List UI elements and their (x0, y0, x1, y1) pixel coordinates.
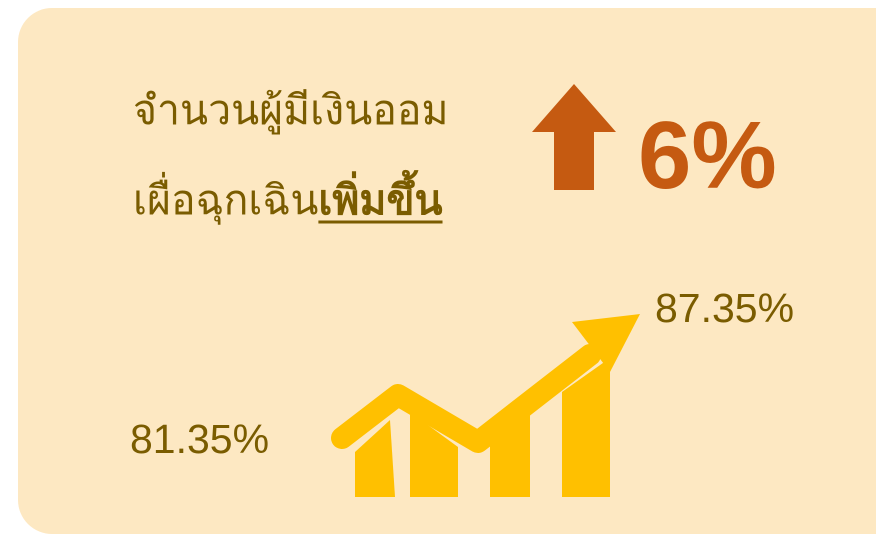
card (18, 8, 876, 534)
icon-bar (355, 420, 395, 497)
growth-icon (331, 314, 640, 497)
icon-bar (410, 412, 458, 497)
heading-line2-text: เผื่อฉุกเฉิน (133, 172, 318, 225)
icon-arrowhead (572, 314, 640, 372)
change-value: 6% (638, 102, 777, 209)
up-arrow (532, 84, 616, 190)
end-value: 87.35% (655, 285, 794, 331)
icon-bar (562, 358, 610, 497)
start-value: 81.35% (130, 416, 269, 462)
heading-line2: เผื่อฉุกเฉินเพิ่มขึ้น (133, 170, 443, 225)
heading-emphasis: เพิ่มขึ้น (318, 170, 442, 223)
heading-line1: จำนวนผู้มีเงินออม (133, 87, 449, 135)
icon-trend-line (331, 344, 601, 453)
